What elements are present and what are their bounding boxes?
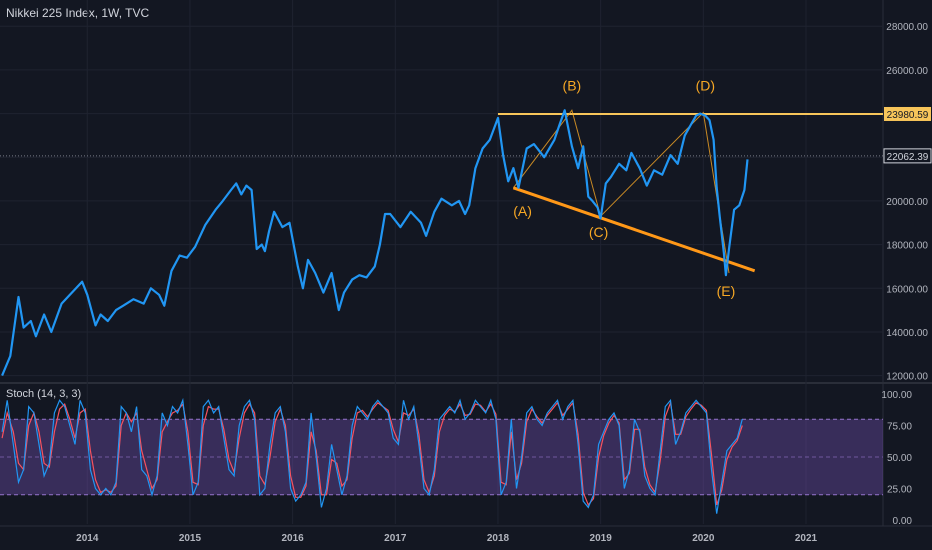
stoch-tick-label: 100.00 [881, 390, 912, 401]
support-trend-line [512, 186, 756, 273]
wave-label: (B) [563, 78, 582, 94]
wave-label: (A) [513, 203, 532, 219]
x-tick-label: 2020 [692, 533, 715, 544]
wave-label: (C) [589, 224, 608, 240]
chart-title: Nikkei 225 Index, 1W, TVC [6, 6, 150, 20]
y-tick-label: 14000.00 [886, 328, 928, 339]
x-tick-label: 2019 [590, 533, 613, 544]
wave-label: (D) [696, 78, 715, 94]
stoch-tick-label: 25.00 [887, 485, 912, 496]
x-tick-label: 2014 [76, 533, 99, 544]
stoch-tick-label: 0.00 [893, 516, 913, 527]
y-tick-label: 26000.00 [886, 66, 928, 77]
x-tick-label: 2018 [487, 533, 510, 544]
x-tick-label: 2015 [179, 533, 202, 544]
y-tick-label: 12000.00 [886, 372, 928, 383]
current-price-label: 22062.39 [887, 152, 929, 163]
current-price-badge [883, 148, 932, 164]
wave-zigzag [513, 109, 730, 274]
x-tick-label: 2021 [795, 533, 818, 544]
stoch-tick-label: 50.00 [887, 453, 912, 464]
wave-label: (E) [717, 283, 736, 299]
x-tick-label: 2016 [281, 533, 304, 544]
stoch-tick-label: 75.00 [887, 422, 912, 433]
resistance-price-label: 23980.59 [887, 110, 929, 121]
resistance-price-badge [884, 106, 931, 121]
stoch-k-line [1, 397, 743, 514]
price-line [1, 109, 749, 377]
y-tick-label: 16000.00 [886, 284, 928, 295]
y-tick-label: 28000.00 [886, 22, 928, 33]
y-tick-label: 20000.00 [886, 197, 928, 208]
y-tick-label: 18000.00 [886, 241, 928, 252]
stoch-title: Stoch (14, 3, 3) [6, 388, 82, 400]
x-tick-label: 2017 [384, 533, 407, 544]
